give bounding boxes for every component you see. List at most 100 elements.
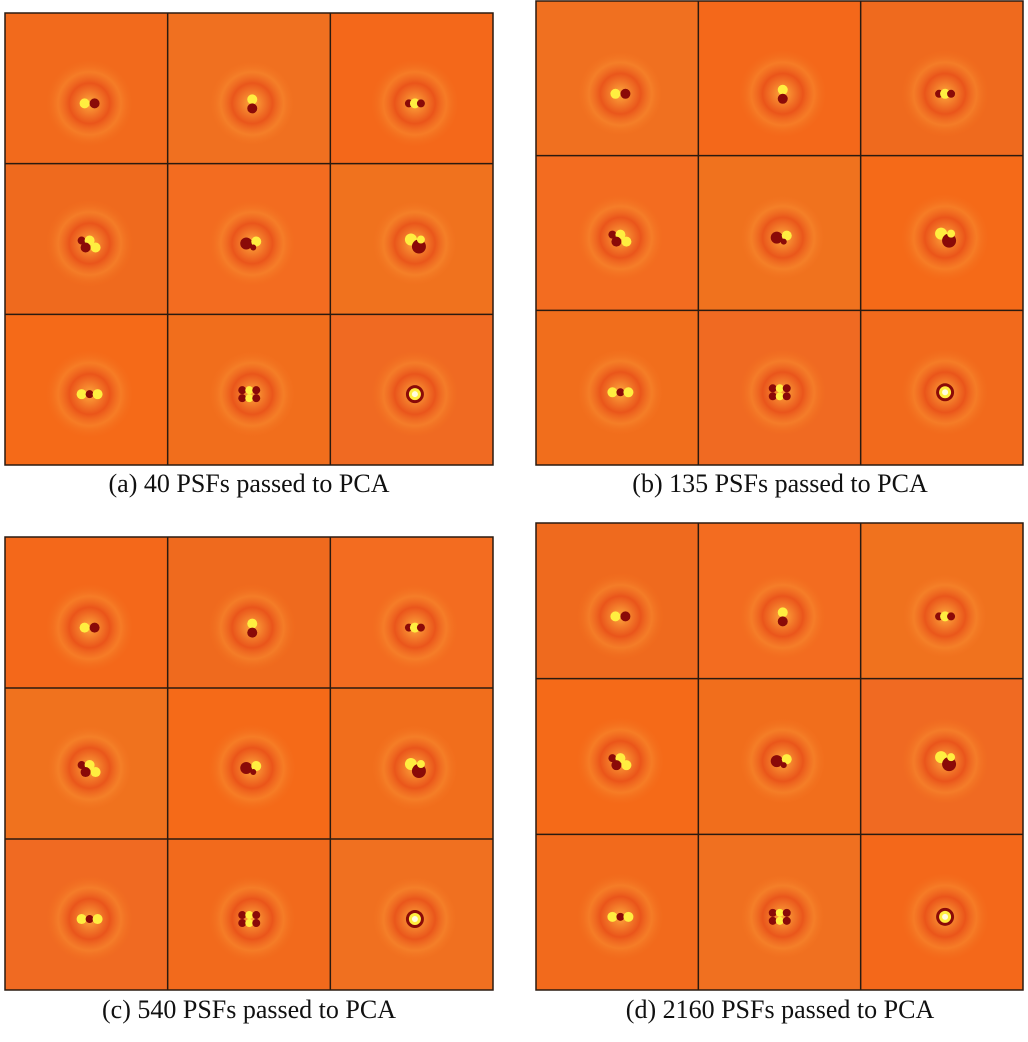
caption: (c) 540 PSFs passed to PCA	[102, 995, 396, 1024]
psf-spot	[942, 389, 949, 396]
psf-spot	[621, 760, 632, 771]
psf-spot	[780, 762, 787, 769]
caption: (a) 40 PSFs passed to PCA	[109, 469, 390, 498]
psf-spot	[611, 760, 622, 771]
psf-spot	[252, 386, 261, 395]
psf-spot	[90, 767, 101, 778]
psf-spot	[416, 760, 425, 769]
psf-spot	[238, 911, 247, 920]
psf-spot	[80, 242, 91, 253]
psf-spot	[238, 394, 247, 403]
psf-spot	[416, 99, 425, 108]
psf-spot	[616, 912, 625, 921]
psf-spot	[238, 386, 247, 395]
psf-spot	[76, 389, 87, 400]
psf-spot	[409, 98, 420, 109]
psf-spot	[620, 611, 631, 622]
psf-spot	[409, 622, 420, 633]
psf-spot	[252, 911, 261, 920]
psf-spot	[782, 908, 791, 917]
psf-spot	[411, 391, 418, 398]
psf-spot	[247, 627, 258, 638]
psf-spot	[620, 88, 631, 99]
psf-spot	[782, 384, 791, 393]
psf-spot	[92, 914, 103, 925]
psf-grid	[535, 522, 1024, 991]
psf-spot	[608, 754, 617, 763]
psf-spot	[247, 103, 258, 114]
psf-spot	[777, 616, 788, 627]
psf-spot	[616, 388, 625, 397]
psf-spot	[777, 84, 788, 95]
psf-spot	[251, 761, 262, 772]
psf-spot	[245, 919, 254, 928]
psf-spot	[775, 908, 784, 917]
psf-spot	[940, 88, 951, 99]
psf-spot	[89, 622, 100, 633]
psf-spot	[240, 237, 253, 250]
psf-grid	[535, 0, 1024, 466]
psf-spot	[621, 236, 632, 247]
psf-spot	[623, 387, 634, 398]
psf-spot	[416, 623, 425, 632]
psf-spot	[770, 231, 783, 244]
psf-spot	[250, 244, 257, 251]
psf-spot	[77, 236, 86, 245]
psf-spot	[238, 919, 247, 928]
psf-spot	[607, 387, 618, 398]
psf-spot	[245, 386, 254, 395]
psf-spot	[947, 753, 956, 762]
psf-spot	[247, 94, 258, 105]
psf-spot	[252, 919, 261, 928]
psf-spot	[940, 611, 951, 622]
psf-spot	[611, 236, 622, 247]
psf-spot	[780, 238, 787, 245]
psf-spot	[90, 242, 101, 253]
psf-spot	[76, 914, 87, 925]
psf-spot	[768, 392, 777, 401]
psf-spot	[782, 392, 791, 401]
psf-spot	[245, 394, 254, 403]
psf-spot	[79, 622, 90, 633]
psf-spot	[608, 230, 617, 239]
psf-spot	[245, 911, 254, 920]
psf-spot	[85, 915, 94, 924]
psf-spot	[781, 754, 792, 765]
psf-spot	[768, 908, 777, 917]
psf-spot	[252, 394, 261, 403]
panel-border	[4, 536, 494, 991]
psf-spot	[610, 611, 621, 622]
psf-spot	[623, 911, 634, 922]
psf-spot	[777, 607, 788, 618]
caption: (b) 135 PSFs passed to PCA	[632, 469, 928, 498]
psf-spot	[947, 89, 956, 98]
psf-halo	[207, 349, 298, 440]
psf-spot	[77, 761, 86, 770]
panel-border	[535, 0, 1024, 466]
psf-spot	[775, 392, 784, 401]
psf-spot	[89, 98, 100, 109]
psf-spot	[416, 235, 425, 244]
psf-spot	[80, 767, 91, 778]
psf-spot	[610, 88, 621, 99]
psf-spot	[777, 93, 788, 104]
psf-spot	[607, 911, 618, 922]
psf-spot	[781, 230, 792, 241]
psf-halo	[737, 871, 828, 962]
psf-spot	[947, 612, 956, 621]
psf-spot	[768, 384, 777, 393]
psf-spot	[79, 98, 90, 109]
psf-spot	[770, 755, 783, 768]
psf-spot	[782, 916, 791, 925]
psf-halo	[737, 347, 828, 438]
psf-spot	[768, 916, 777, 925]
psf-spot	[251, 236, 262, 247]
psf-spot	[247, 618, 258, 629]
psf-grid	[4, 536, 494, 991]
panel-border	[4, 12, 494, 466]
psf-spot	[775, 384, 784, 393]
psf-spot	[942, 913, 949, 920]
psf-spot	[411, 916, 418, 923]
